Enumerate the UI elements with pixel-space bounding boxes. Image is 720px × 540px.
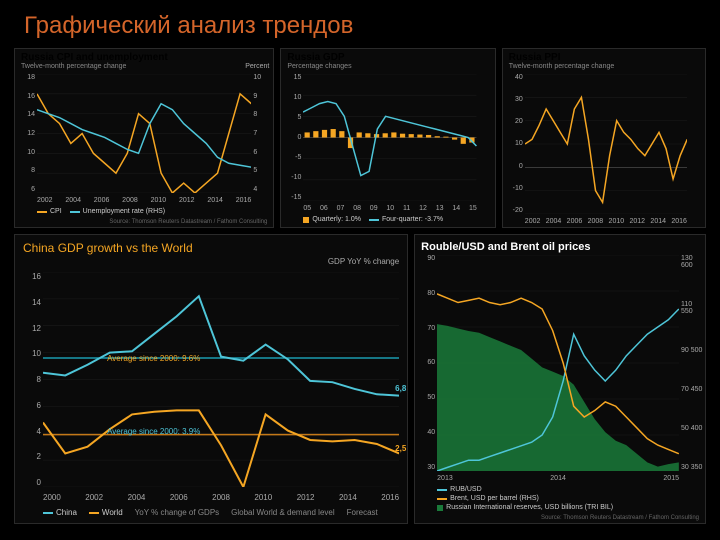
bottom-chart-row: China GDP growth vs the World GDP YoY % …: [0, 228, 720, 524]
panel1-plot: 181614121086 10987654: [37, 74, 251, 193]
panel2-plot: 151050-5-10-15: [303, 74, 476, 201]
panel5-leg-rub: RUB/USD: [450, 486, 482, 493]
panel4-title: China GDP growth vs the World: [15, 235, 407, 257]
panel4-leg-note2: Global World & demand level: [231, 508, 334, 517]
panel4-annot-china: Average since 2000: 9.6%: [107, 354, 200, 363]
panel4-world-latest: 2,5: [395, 444, 406, 453]
panel1-source: Source: Thomson Reuters Datastream / Fat…: [15, 219, 273, 227]
panel2-subtitle: Percentage changes: [281, 63, 494, 72]
panel5-legend: RUB/USD Brent, USD per barrel (RHS) Russ…: [415, 484, 705, 515]
panel3-plot: 403020100-10-20: [525, 74, 687, 214]
panel4-annot-world: Average since 2000: 3.9%: [107, 427, 200, 436]
panel1-title: Russia CPI and unemployment: [15, 49, 273, 63]
panel-china-gdp: China GDP growth vs the World GDP YoY % …: [14, 234, 408, 524]
panel4-subtitle: GDP YoY % change: [15, 257, 407, 268]
panel1-right-label: Percent: [245, 63, 269, 70]
panel4-leg-note3: Forecast: [347, 508, 378, 517]
panel5-source: Source: Thomson Reuters Datastream / Fat…: [415, 515, 705, 523]
panel-russia-ppi: Russia PPI Twelve-month percentage chang…: [502, 48, 706, 228]
panel2-title: Russia GDP: [281, 49, 494, 63]
top-chart-row: Russia CPI and unemployment Twelve-month…: [0, 48, 720, 228]
panel4-leg-note1: YoY % change of GDPs: [135, 508, 220, 517]
panel4-legend: China World YoY % change of GDPs Global …: [15, 504, 407, 523]
panel1-subtitle: Twelve-month percentage change: [15, 63, 273, 72]
panel1-legend-cpi: CPI: [50, 208, 62, 215]
panel-russia-gdp: Russia GDP Percentage changes 151050-5-1…: [280, 48, 495, 228]
panel5-leg-brent: Brent, USD per barrel (RHS): [450, 495, 539, 502]
panel4-china-latest: 6,8: [395, 384, 406, 393]
panel4-leg-world: World: [102, 508, 123, 517]
panel5-title: Rouble/USD and Brent oil prices: [415, 235, 705, 253]
page-title: Графический анализ трендов: [0, 0, 720, 48]
panel2-legend-4q: Four-quarter: -3.7%: [382, 216, 443, 223]
panel2-legend-q: Quarterly: 1.0%: [312, 216, 361, 223]
panel-russia-cpi: Russia CPI and unemployment Twelve-month…: [14, 48, 274, 228]
panel3-title: Russia PPI: [503, 49, 705, 63]
panel2-legend: Quarterly: 1.0% Four-quarter: -3.7%: [281, 214, 494, 227]
panel5-plot: 90807060504030 130 600110 55090 50070 45…: [437, 255, 679, 471]
panel5-leg-reserves: Russian International reserves, USD bill…: [446, 504, 613, 511]
panel4-leg-china: China: [56, 508, 77, 517]
panel3-subtitle: Twelve-month percentage change: [503, 63, 705, 72]
panel1-legend-unemp: Unemployment rate (RHS): [83, 208, 165, 215]
panel4-plot: 1614121086420 Average since 2000: 9.6% A…: [43, 272, 399, 487]
panel1-legend: CPI Unemployment rate (RHS): [15, 206, 273, 219]
panel-rouble: Rouble/USD and Brent oil prices 90807060…: [414, 234, 706, 524]
